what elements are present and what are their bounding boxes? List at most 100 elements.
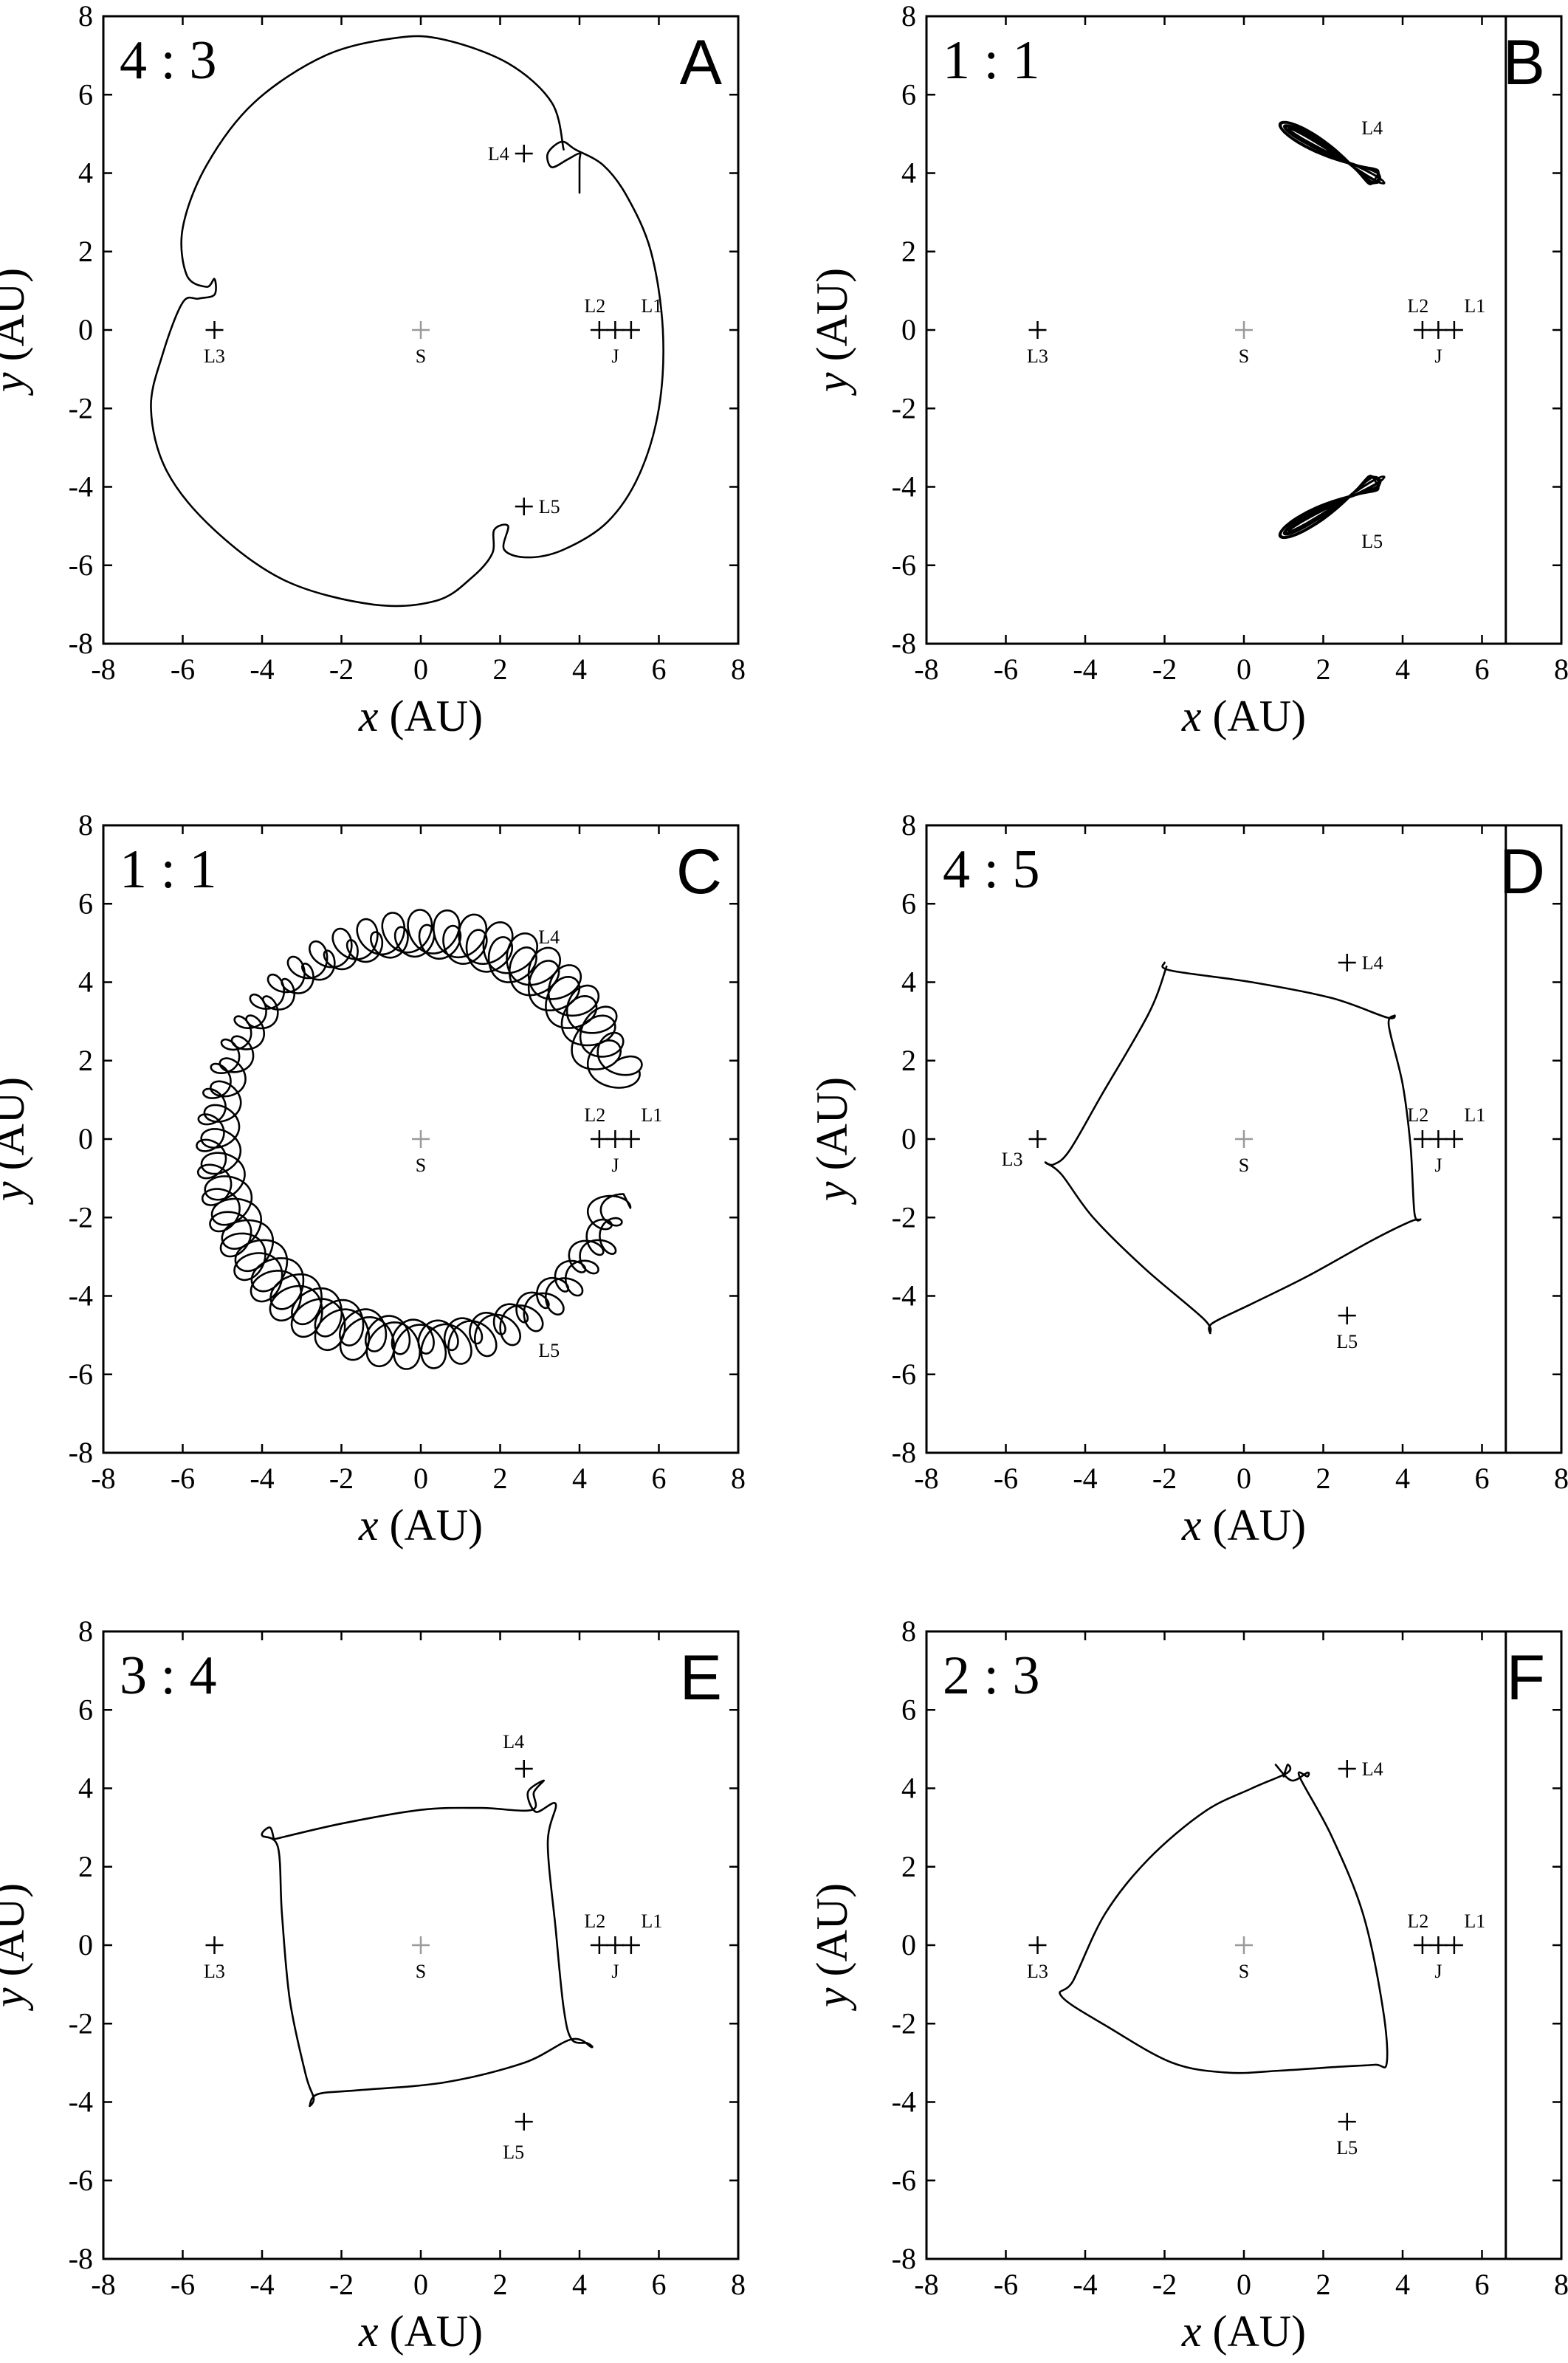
label-l2: L2 xyxy=(1407,1910,1428,1932)
label-s: S xyxy=(1239,1155,1249,1176)
x-tick-label: 2 xyxy=(1316,2268,1331,2301)
x-axis-var: x xyxy=(1181,1501,1202,1549)
y-axis-label: y (AU) xyxy=(0,1883,33,2012)
y-tick-label: 8 xyxy=(78,1614,93,1648)
label-j: J xyxy=(1434,345,1442,367)
marker-l2 xyxy=(1413,1130,1431,1148)
y-axis-var: y xyxy=(808,1987,856,2012)
y-tick-label: -4 xyxy=(892,2085,916,2119)
y-axis-unit: (AU) xyxy=(0,268,33,373)
panel-letter: F xyxy=(1506,1643,1545,1713)
y-tick-label: 8 xyxy=(78,0,93,32)
x-tick-label: -2 xyxy=(329,2268,354,2301)
y-tick-label: -8 xyxy=(69,2242,93,2275)
x-axis-var: x xyxy=(358,692,379,740)
x-tick-label: 2 xyxy=(1316,1462,1331,1495)
label-l1: L1 xyxy=(641,1910,662,1932)
x-tick-label: 0 xyxy=(413,1462,428,1495)
marker-s xyxy=(412,321,430,339)
x-tick-label: 6 xyxy=(652,1462,667,1495)
y-axis-unit: (AU) xyxy=(808,268,856,373)
x-tick-label: 8 xyxy=(731,653,746,686)
x-tick-label: 2 xyxy=(493,1462,508,1495)
label-s: S xyxy=(416,345,426,367)
label-j: J xyxy=(611,345,619,367)
y-tick-label: -6 xyxy=(69,548,93,582)
resonance-ratio: 4 : 5 xyxy=(943,839,1040,900)
y-tick-label: -6 xyxy=(892,1358,916,1391)
x-axis-label: x (AU) xyxy=(1181,692,1306,740)
y-tick-label: -4 xyxy=(892,1279,916,1313)
marker-s xyxy=(1235,321,1253,339)
y-tick-label: 0 xyxy=(78,313,93,346)
marker-l3 xyxy=(1028,1936,1047,1954)
x-tick-label: 8 xyxy=(1554,653,1568,686)
y-tick-label: -2 xyxy=(892,1200,916,1234)
y-tick-label: 6 xyxy=(901,78,916,111)
x-axis-label: x (AU) xyxy=(1181,1501,1306,1549)
marker-l1 xyxy=(622,321,640,339)
y-tick-label: 8 xyxy=(901,808,916,842)
x-tick-label: 8 xyxy=(1554,1462,1568,1495)
x-tick-label: 6 xyxy=(1475,1462,1490,1495)
panel-letter: E xyxy=(680,1643,722,1713)
panel-letter: B xyxy=(1503,27,1545,98)
y-axis-var: y xyxy=(0,1987,33,2012)
x-tick-label: 0 xyxy=(413,653,428,686)
label-j: J xyxy=(1434,1961,1442,1982)
x-tick-label: -6 xyxy=(994,2268,1018,2301)
y-tick-label: -8 xyxy=(892,2242,916,2275)
marker-l5 xyxy=(515,498,533,516)
x-tick-label: 6 xyxy=(652,653,667,686)
label-l1: L1 xyxy=(641,1104,662,1126)
x-axis-label: x (AU) xyxy=(358,2307,483,2356)
x-axis-var: x xyxy=(358,2307,379,2356)
y-tick-label: -6 xyxy=(892,2164,916,2197)
label-l5: L5 xyxy=(538,1340,560,1361)
y-axis-unit: (AU) xyxy=(808,1883,856,1988)
label-l3: L3 xyxy=(1002,1149,1023,1170)
y-axis-var: y xyxy=(0,372,33,396)
label-l5: L5 xyxy=(503,2142,524,2163)
label-s: S xyxy=(1239,345,1249,367)
x-axis-unit: (AU) xyxy=(1202,2307,1307,2356)
x-tick-label: -8 xyxy=(91,653,115,686)
x-axis-unit: (AU) xyxy=(1202,692,1307,740)
y-tick-label: 2 xyxy=(901,235,916,268)
x-axis-var: x xyxy=(1181,2307,1202,2356)
y-tick-label: 6 xyxy=(78,1693,93,1726)
marker-j xyxy=(606,1130,625,1148)
y-tick-label: 4 xyxy=(901,156,916,190)
label-l3: L3 xyxy=(1027,1961,1048,1982)
label-l5: L5 xyxy=(1336,1331,1358,1352)
x-axis-unit: (AU) xyxy=(1202,1501,1307,1549)
x-tick-label: -6 xyxy=(994,653,1018,686)
marker-s xyxy=(412,1130,430,1148)
label-l1: L1 xyxy=(1464,1104,1485,1126)
label-l4: L4 xyxy=(488,143,509,165)
y-axis-unit: (AU) xyxy=(0,1077,33,1182)
label-l3: L3 xyxy=(204,1961,225,1982)
label-l2: L2 xyxy=(584,295,605,317)
y-tick-label: 0 xyxy=(901,1122,916,1155)
x-tick-label: -4 xyxy=(1073,1462,1097,1495)
x-tick-label: 8 xyxy=(731,1462,746,1495)
y-tick-label: -6 xyxy=(69,1358,93,1391)
label-l1: L1 xyxy=(641,295,662,317)
x-axis-unit: (AU) xyxy=(379,1501,484,1549)
marker-j xyxy=(1429,1936,1448,1954)
y-axis-label: y (AU) xyxy=(808,268,856,396)
label-l1: L1 xyxy=(1464,1910,1485,1932)
y-axis-var: y xyxy=(0,1181,33,1205)
label-l5: L5 xyxy=(1336,2137,1358,2159)
y-tick-label: -4 xyxy=(69,2085,93,2119)
marker-l2 xyxy=(590,1936,608,1954)
x-tick-label: 4 xyxy=(1395,653,1410,686)
y-tick-label: -6 xyxy=(892,548,916,582)
x-tick-label: 4 xyxy=(572,1462,587,1495)
marker-j xyxy=(1429,1130,1448,1148)
x-tick-label: 0 xyxy=(413,2268,428,2301)
y-tick-label: 6 xyxy=(78,78,93,111)
